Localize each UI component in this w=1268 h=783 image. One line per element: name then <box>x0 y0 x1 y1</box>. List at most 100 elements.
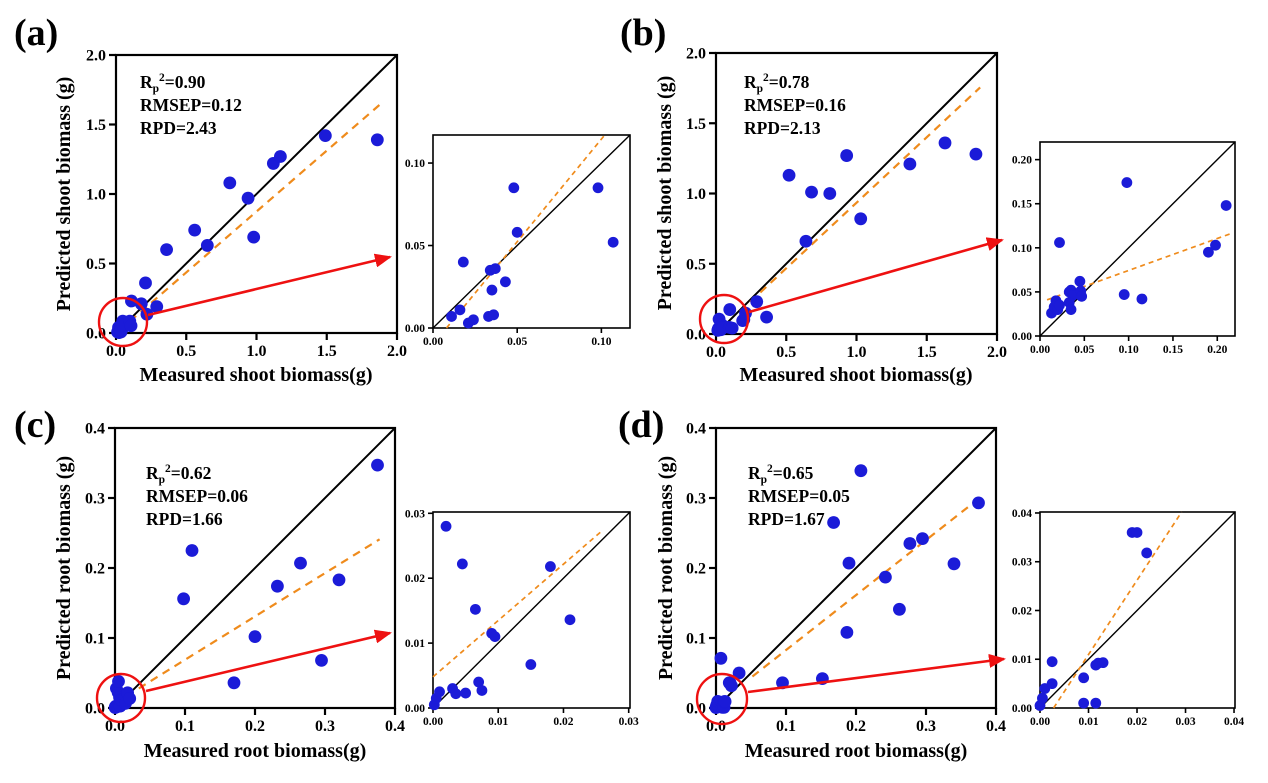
data-point <box>248 630 262 643</box>
x-tick-label: 1.5 <box>917 344 937 361</box>
data-point <box>714 651 728 665</box>
y-tick-label: 0.10 <box>1012 243 1032 255</box>
y-tick-label: 0.0 <box>85 701 105 718</box>
data-point <box>123 692 137 705</box>
data-point <box>1054 237 1065 248</box>
y-tick-label: 0.1 <box>85 631 105 648</box>
data-point <box>607 236 619 248</box>
y-tick-label: 2.0 <box>686 46 706 63</box>
data-point <box>1090 697 1102 709</box>
panel-b-y-axis-title: Predicted shoot biomass (g) <box>654 76 676 311</box>
data-point <box>972 496 985 510</box>
data-point <box>938 136 952 150</box>
data-point <box>508 182 520 194</box>
y-tick-label: 0.00 <box>1012 331 1032 343</box>
data-point <box>456 558 468 570</box>
data-point <box>854 464 868 478</box>
data-point <box>134 297 148 311</box>
x-tick-label: 0.00 <box>1030 716 1050 728</box>
zoom-callout-arrow <box>147 253 392 317</box>
data-point <box>750 295 764 309</box>
data-point <box>470 603 481 615</box>
regression-line <box>1052 511 1183 709</box>
data-point <box>805 185 818 199</box>
y-tick-label: 0.10 <box>405 158 425 170</box>
data-point <box>1141 547 1153 559</box>
x-tick-label: 0.00 <box>1030 344 1050 356</box>
y-tick-label: 0.01 <box>1012 654 1032 666</box>
x-tick-label: 1.5 <box>317 343 337 360</box>
data-point <box>473 676 485 688</box>
data-point <box>177 592 191 606</box>
y-tick-label: 0.01 <box>405 638 425 650</box>
x-tick-label: 0.05 <box>1074 344 1094 356</box>
identity-line <box>715 427 997 709</box>
identity-line <box>432 511 631 709</box>
x-tick-label: 0.02 <box>1127 716 1147 728</box>
data-point <box>185 544 199 557</box>
data-point <box>476 685 488 696</box>
identity-line <box>715 52 998 335</box>
data-point <box>893 602 906 616</box>
zoom-callout-arrow <box>747 653 1006 694</box>
data-point <box>1136 293 1148 305</box>
data-point <box>725 679 738 693</box>
data-point <box>434 686 445 698</box>
zoom-callout-arrow <box>145 629 392 693</box>
data-point <box>732 666 746 680</box>
panel-b-rpd-annotation: RPD=2.13 <box>744 118 821 138</box>
origin-highlight-circle <box>698 293 750 345</box>
panel-c-x-axis-title: Measured root biomass(g) <box>144 740 367 762</box>
data-point <box>188 223 202 237</box>
y-tick-label: 0.03 <box>405 508 425 520</box>
data-point <box>500 276 511 288</box>
y-tick-label: 0.0 <box>686 327 706 344</box>
data-point <box>247 230 261 244</box>
data-point <box>315 654 328 667</box>
panel-d-x-axis-title: Measured root biomass(g) <box>745 740 968 762</box>
data-point <box>1097 657 1109 669</box>
y-tick-label: 0.02 <box>405 573 425 585</box>
data-point <box>223 176 237 190</box>
data-point <box>1121 177 1133 188</box>
data-point <box>318 129 332 143</box>
data-point <box>854 212 868 226</box>
x-tick-label: 0.02 <box>553 716 573 728</box>
panel-a-rpd-annotation: RPD=2.43 <box>140 118 217 138</box>
panel-d-rmsep-annotation: RMSEP=0.05 <box>748 486 850 506</box>
y-tick-label: 0.2 <box>686 561 706 578</box>
x-tick-label: 0.03 <box>619 716 639 728</box>
x-tick-label: 0.2 <box>846 718 866 735</box>
data-point <box>1078 697 1090 709</box>
y-tick-label: 0.04 <box>1012 508 1032 520</box>
data-point <box>718 695 732 708</box>
regression-line <box>432 530 602 678</box>
panel-b-plot: 0.0 0.5 1.0 1.5 2.0 0.0 0.5 1.0 1.5 2.0 0.00 0.05 0.… <box>686 46 1236 361</box>
x-tick-label: 0.3 <box>315 718 335 735</box>
origin-highlight-circle <box>95 672 147 724</box>
panel-a-rmsep-annotation: RMSEP=0.12 <box>140 95 242 115</box>
data-point <box>947 557 961 571</box>
y-tick-label: 0.20 <box>1012 155 1032 167</box>
data-point <box>1065 304 1077 315</box>
data-point <box>1037 692 1048 704</box>
panel-d-r2-annotation: Rp2=0.65 <box>748 463 814 486</box>
data-point <box>1046 678 1058 690</box>
panel-d-letter: (d) <box>618 404 664 446</box>
data-point <box>592 182 604 194</box>
x-tick-label: 0.0 <box>706 344 726 361</box>
panel-b-letter: (b) <box>620 12 666 54</box>
panel-b-r2-annotation: Rp2=0.78 <box>744 72 810 95</box>
origin-highlight-circle <box>695 672 749 726</box>
y-tick-label: 0.3 <box>85 491 105 508</box>
panel-d-plot: 0.0 0.1 0.2 0.3 0.40.00.10.20.30.40.00 0.01 0.… <box>686 421 1244 736</box>
panel-c-letter: (c) <box>14 404 56 446</box>
y-tick-label: 0.05 <box>405 241 425 253</box>
data-point <box>1078 672 1090 684</box>
y-tick-label: 0.4 <box>85 421 105 438</box>
data-point <box>371 458 384 472</box>
identity-line <box>1039 511 1236 709</box>
data-point <box>294 556 307 570</box>
data-point <box>460 687 472 699</box>
